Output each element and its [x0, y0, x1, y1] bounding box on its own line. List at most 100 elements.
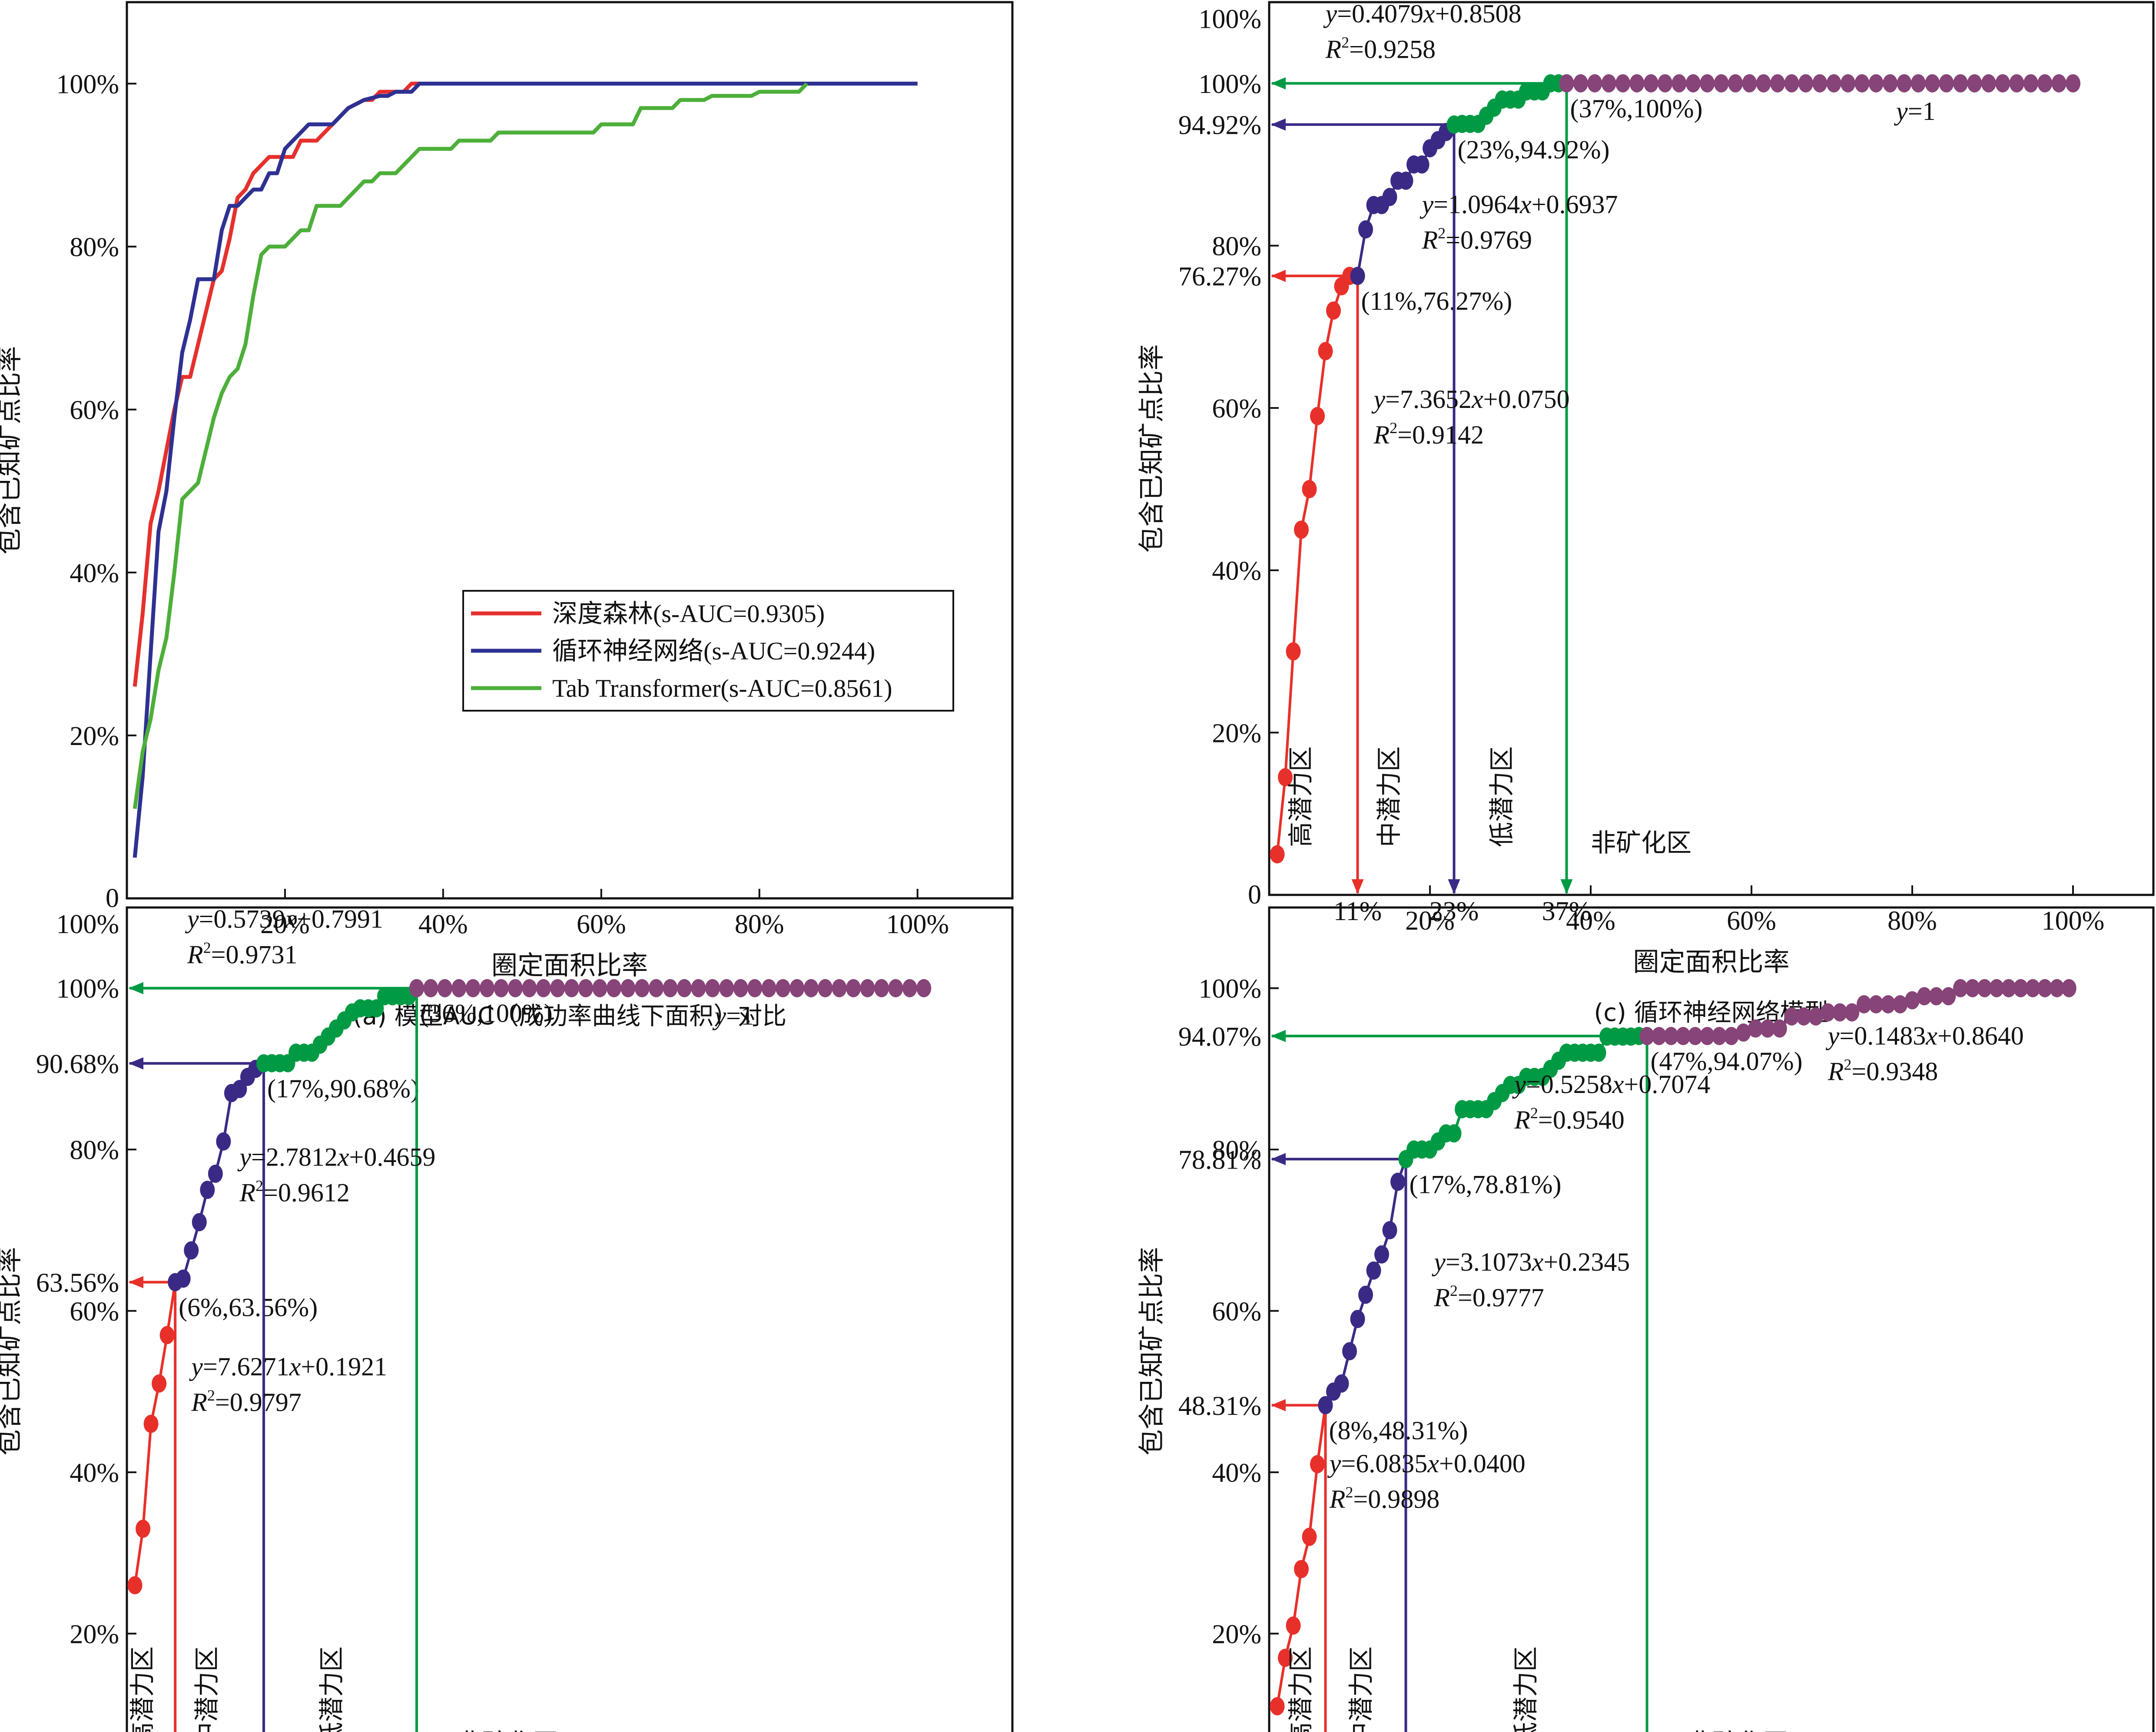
x-tick-label: 20% — [1405, 906, 1455, 936]
y-axis-title: 包含已知矿点比率 — [1137, 344, 1167, 553]
y-tick-label: 20% — [70, 722, 119, 751]
panel-b: 20%40%60%80%100%020%40%60%80%100%包含已知矿点比… — [0, 866, 1078, 1732]
data-point — [1601, 74, 1616, 93]
arrow-left-icon — [129, 982, 143, 994]
data-point — [1350, 1310, 1365, 1328]
data-point — [803, 979, 819, 997]
y-tick-label: 100% — [1198, 4, 1261, 34]
y-mark-label: 48.31% — [1178, 1391, 1261, 1421]
data-point — [1742, 74, 1757, 93]
data-point — [1326, 301, 1341, 320]
data-point — [649, 979, 664, 997]
data-point — [2009, 74, 2024, 93]
data-point — [1591, 1043, 1606, 1062]
data-point — [1929, 987, 1944, 1006]
panel-d: 20% 40% 60% 80% 100% 0 20% 40% 60% 80% 100% 包含已知矿点比… — [1078, 866, 2156, 1732]
data-point — [1883, 74, 1898, 93]
data-point — [1366, 1261, 1381, 1280]
data-point — [1685, 74, 1701, 93]
data-point — [1995, 74, 2010, 93]
legend-label: 循环神经网络(s-AUC=0.9244) — [552, 637, 875, 665]
zone-label: 低潜力区 — [317, 1646, 346, 1732]
y-tick-label: 20% — [1212, 719, 1261, 748]
data-point — [1784, 74, 1799, 93]
data-point — [634, 979, 650, 997]
data-point — [1724, 1027, 1739, 1045]
zone-label: 高潜力区 — [128, 1646, 157, 1732]
y-tick-label: 60% — [70, 1297, 119, 1327]
data-point — [176, 1269, 191, 1288]
data-point — [1294, 520, 1309, 539]
x-mark-label: 11% — [1333, 897, 1382, 926]
y-mark-label: 78.81% — [1178, 1145, 1261, 1175]
data-point — [1302, 480, 1317, 498]
data-point — [1310, 1455, 1325, 1474]
data-point — [1658, 74, 1673, 93]
data-point — [437, 979, 452, 997]
data-point — [2001, 979, 2016, 997]
r2-label: R2=0.9769 — [1422, 225, 1532, 255]
r2-label: R2=0.9777 — [1433, 1282, 1544, 1312]
breakpoint-label: (36%,100%) — [420, 999, 553, 1028]
data-point — [1334, 1374, 1349, 1393]
data-point — [1270, 1697, 1285, 1715]
r2-label: R2=0.9258 — [1325, 34, 1436, 64]
data-point — [1868, 995, 1884, 1013]
x-tick-label: 60% — [1727, 906, 1776, 936]
data-point — [1318, 342, 1333, 361]
data-point — [1643, 74, 1658, 93]
data-point — [2061, 979, 2076, 997]
legend-label: Tab Transformer(s-AUC=0.8561) — [552, 674, 892, 702]
data-point — [1841, 74, 1855, 93]
y-tick-label: 80% — [70, 233, 119, 262]
data-point — [2023, 74, 2038, 93]
equation-label: y=6.0835x+0.0400 — [1327, 1449, 1526, 1478]
x-tick-label: 100% — [2042, 906, 2105, 936]
series-line — [133, 82, 918, 858]
data-point — [1893, 995, 1908, 1013]
data-point — [1278, 1649, 1293, 1667]
y-mark-label: 94.92% — [1178, 111, 1261, 140]
panel-a: 20% 40% 60% 80% 100% 0 20% 40% 60% 80% 100% 包含已知矿点比… — [0, 0, 1078, 1030]
data-point — [1270, 845, 1285, 864]
chart-d-svg: 20%40%60%80%100%020%40%60%80%100%包含已知矿点比… — [1137, 906, 2155, 1732]
x-tick-label: 80% — [1887, 906, 1937, 936]
equation-label: y=3.1073x+0.2345 — [1431, 1248, 1630, 1276]
data-point — [192, 1213, 207, 1232]
x-tick-label: 100% — [886, 910, 949, 939]
breakpoint-label: (37%,100%) — [1570, 94, 1703, 123]
data-point — [536, 979, 551, 997]
breakpoint-label: (6%,63.56%) — [179, 1293, 318, 1322]
data-point — [1844, 1003, 1860, 1022]
x-tick-label: 40% — [1566, 906, 1615, 936]
data-point — [832, 979, 847, 997]
y-tick-label: 20% — [70, 1620, 119, 1649]
data-point — [818, 979, 833, 997]
arrow-left-icon — [129, 1276, 143, 1288]
chart-b-svg: 20%40%60%80%100%020%40%60%80%100%包含已知矿点比… — [0, 904, 1014, 1732]
data-point — [1967, 74, 1982, 93]
arrow-left-icon — [1271, 118, 1286, 131]
data-point — [916, 979, 932, 997]
data-point — [465, 979, 481, 997]
r2-label: R2=0.9797 — [191, 1387, 301, 1417]
y-tick-label: 60% — [1212, 1297, 1261, 1327]
data-point — [1629, 74, 1645, 93]
data-point — [1770, 74, 1785, 93]
data-point — [1310, 407, 1325, 425]
arrow-left-icon — [1271, 270, 1286, 282]
y-tick-label: 40% — [70, 1458, 119, 1488]
r2-label: R2=0.9898 — [1329, 1484, 1440, 1513]
equation-label: y=7.3652x+0.0750 — [1371, 385, 1570, 414]
data-point — [522, 979, 537, 997]
data-point — [1712, 1027, 1727, 1045]
data-point — [1700, 74, 1715, 93]
panel-caption: (a) 模型AUC（成功率曲线下面积）对比 — [353, 1002, 786, 1030]
data-point — [1939, 74, 1954, 93]
data-point — [1854, 74, 1870, 93]
zone-label: 低潜力区 — [1511, 1646, 1541, 1732]
data-point — [846, 979, 861, 997]
data-point — [620, 979, 636, 997]
data-point — [761, 979, 776, 997]
data-point — [1826, 74, 1841, 93]
